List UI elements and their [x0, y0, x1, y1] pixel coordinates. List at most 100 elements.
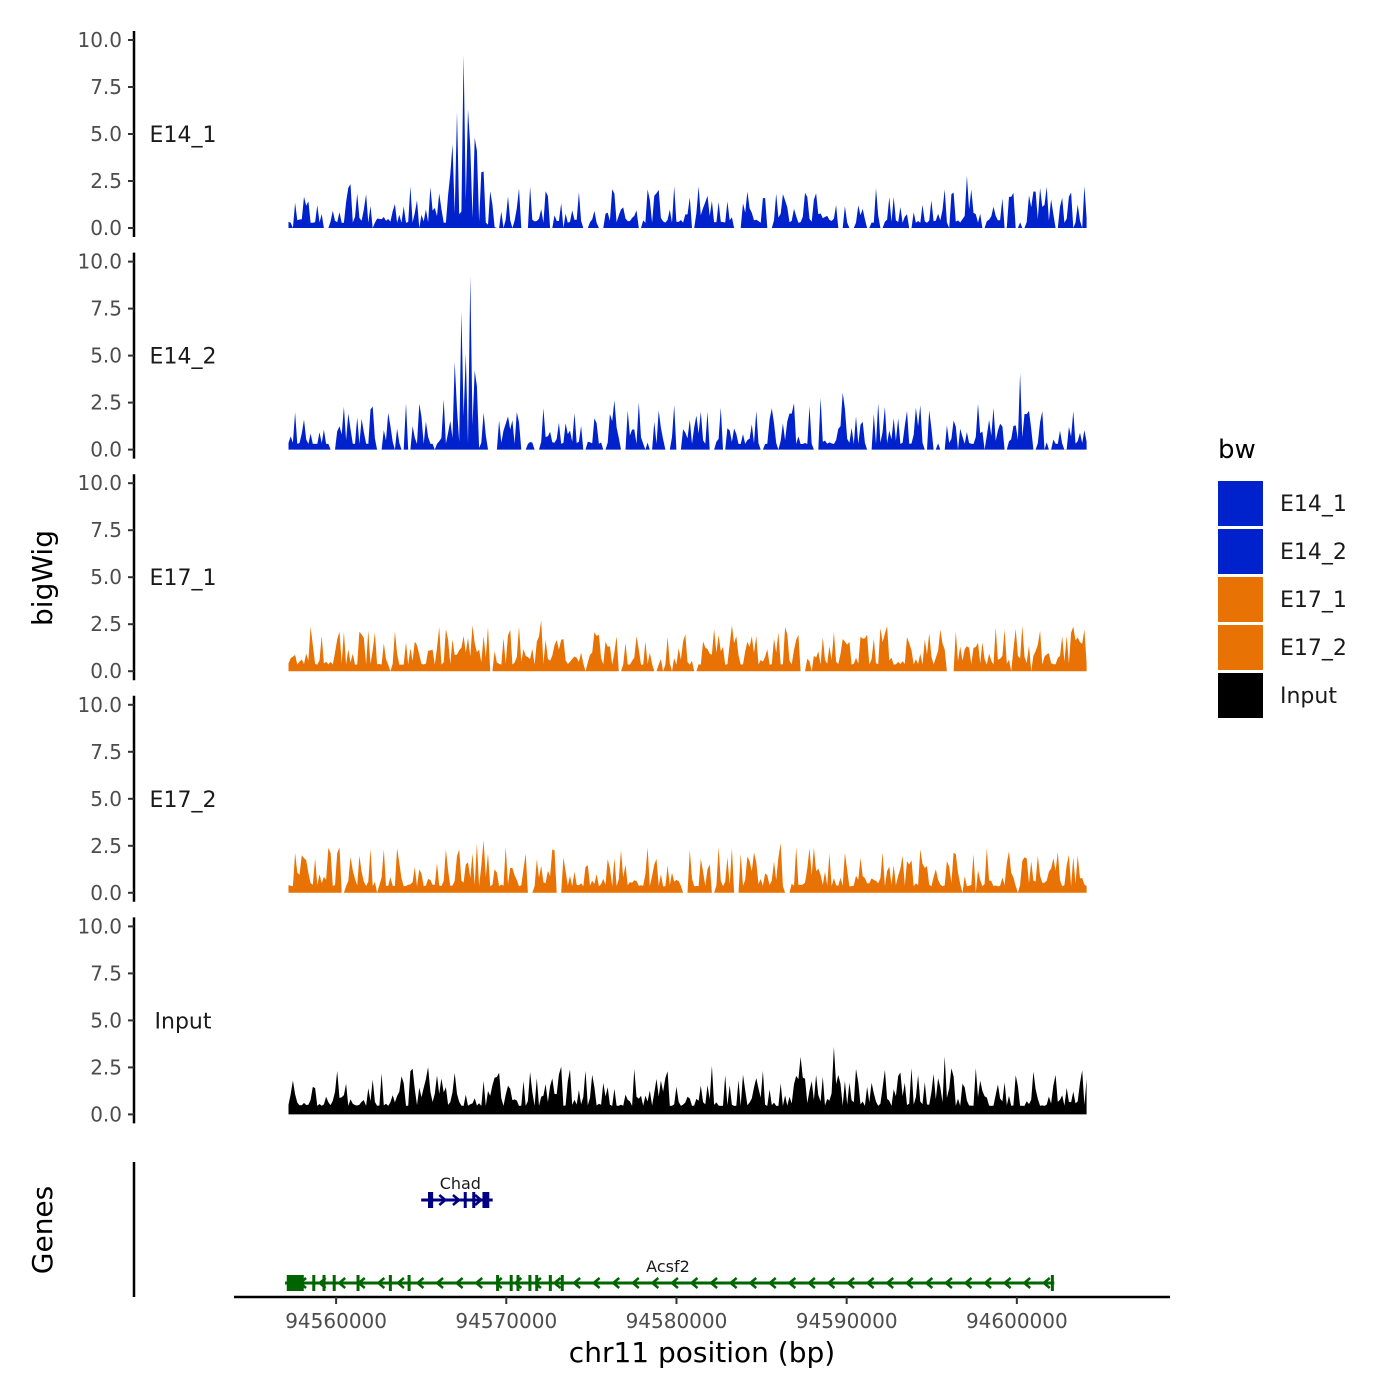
y-tick-label: 2.5	[90, 1055, 122, 1079]
y-tick-label: 2.5	[90, 391, 122, 415]
track-E17_2: 0.0 2.5 5.0 7.5 10.0 E17_2	[77, 693, 1087, 905]
strand-arrow	[767, 1277, 777, 1289]
x-axis-title: chr11 position (bp)	[569, 1336, 835, 1369]
x-tick-label: 94590000	[796, 1309, 898, 1333]
y-tick-label: 5.0	[90, 1008, 122, 1032]
gene-Acsf2: Acsf2	[285, 1257, 1055, 1291]
track-E14_1: 0.0 2.5 5.0 7.5 10.0 E14_1	[77, 28, 1087, 240]
signal-area-E17_2	[288, 840, 1087, 893]
x-tick-label: 94570000	[455, 1309, 557, 1333]
strand-arrow	[806, 1277, 816, 1289]
strand-arrow	[337, 1277, 347, 1289]
x-tick-label: 94580000	[626, 1309, 728, 1333]
y-tick-label: 2.5	[90, 612, 122, 636]
gene-label: Acsf2	[646, 1257, 690, 1276]
strand-arrow	[748, 1277, 758, 1289]
gene-exon	[463, 1192, 467, 1208]
strand-arrow	[317, 1277, 327, 1289]
gene-exon	[509, 1275, 513, 1291]
strand-arrow	[650, 1277, 660, 1289]
strand-arrow	[552, 1277, 562, 1289]
strand-arrow	[395, 1277, 405, 1289]
track-label: E14_2	[150, 345, 217, 370]
strand-arrow	[591, 1277, 601, 1289]
gene-panel: 94560000 94570000 94580000 94590000 94600000…	[132, 1162, 1170, 1333]
y-tick-label: 0.0	[90, 1102, 122, 1126]
gene-exon	[388, 1275, 392, 1291]
gene-exon	[332, 1275, 336, 1291]
x-tick-label: 94600000	[966, 1309, 1068, 1333]
strand-arrow	[963, 1277, 973, 1289]
strand-arrow	[709, 1277, 718, 1289]
y-tick-label: 2.5	[90, 169, 122, 193]
strand-arrow	[513, 1277, 523, 1289]
gene-exon	[286, 1275, 304, 1291]
x-tick-label: 94560000	[285, 1309, 387, 1333]
strand-arrow	[865, 1277, 875, 1289]
legend-keys: E14_1 E14_2 E17_1 E17_2 Input	[1218, 481, 1347, 718]
y-tick-label: 7.5	[90, 297, 122, 321]
strand-arrow	[611, 1277, 621, 1289]
y-tick-label: 0.0	[90, 881, 122, 905]
gene-exon	[428, 1192, 434, 1208]
legend-label: Input	[1280, 684, 1337, 709]
track-label: E14_1	[150, 123, 217, 148]
y-tick-label: 7.5	[90, 961, 122, 985]
strand-arrow	[438, 1194, 448, 1206]
signal-area-E17_1	[288, 620, 1087, 672]
strand-arrow	[885, 1277, 895, 1289]
track-label: E17_2	[150, 788, 217, 813]
strand-arrow	[689, 1277, 699, 1289]
gene-exon	[482, 1192, 490, 1208]
track-E17_1: 0.0 2.5 5.0 7.5 10.0 E17_1	[77, 471, 1087, 683]
y-tick-label: 10.0	[77, 914, 122, 938]
gene-models: Chad Acsf2	[285, 1174, 1055, 1291]
genes-axis-title: Genes	[26, 1186, 59, 1274]
strand-arrow	[474, 1277, 484, 1289]
track-label: E17_1	[150, 566, 217, 591]
strand-arrow	[1002, 1277, 1012, 1289]
y-tick-label: 5.0	[90, 787, 122, 811]
gene-exon	[472, 1192, 476, 1208]
strand-arrow	[904, 1277, 914, 1289]
strand-arrow	[356, 1277, 366, 1289]
signal-area-Input	[288, 1046, 1087, 1115]
track-label: Input	[155, 1009, 212, 1034]
y-tick-label: 10.0	[77, 471, 122, 495]
legend-label: E17_2	[1280, 636, 1347, 661]
track-E14_2: 0.0 2.5 5.0 7.5 10.0 E14_2	[77, 250, 1087, 462]
legend-title: bw	[1218, 435, 1256, 465]
legend: bw E14_1 E14_2 E17_1 E17_2 Input	[1218, 435, 1347, 718]
strand-arrow	[532, 1277, 542, 1289]
gene-exon	[1050, 1275, 1054, 1291]
gene-exon	[548, 1275, 552, 1291]
legend-key-E14_2	[1218, 529, 1263, 574]
strand-arrow	[572, 1277, 581, 1289]
legend-key-E17_1	[1218, 577, 1263, 622]
legend-label: E14_1	[1280, 492, 1347, 517]
y-axis-title: bigWig	[26, 530, 59, 626]
strand-arrow	[826, 1277, 836, 1289]
gene-label: Chad	[440, 1174, 481, 1193]
legend-key-E17_2	[1218, 625, 1263, 670]
signal-tracks: 0.0 2.5 5.0 7.5 10.0 E14_1 0.0 2.5 5.0 7.5 10.0 E14…	[77, 28, 1087, 1126]
y-tick-label: 10.0	[77, 250, 122, 274]
strand-arrow	[630, 1277, 640, 1289]
strand-arrow	[1041, 1277, 1051, 1289]
strand-arrow	[474, 1194, 484, 1206]
y-tick-label: 10.0	[77, 28, 122, 52]
y-tick-label: 5.0	[90, 565, 122, 589]
signal-area-E14_1	[288, 54, 1087, 228]
strand-arrow	[493, 1277, 503, 1289]
y-tick-label: 5.0	[90, 122, 122, 146]
gene-exon	[560, 1275, 564, 1291]
gene-exon	[516, 1275, 520, 1291]
strand-arrow	[415, 1277, 425, 1289]
strand-arrow	[846, 1277, 855, 1289]
gene-exon	[322, 1275, 326, 1291]
y-tick-label: 5.0	[90, 344, 122, 368]
legend-label: E17_1	[1280, 588, 1347, 613]
x-axis-ticks: 94560000 94570000 94580000 94590000 94600000	[285, 1297, 1068, 1333]
strand-arrow	[728, 1277, 738, 1289]
